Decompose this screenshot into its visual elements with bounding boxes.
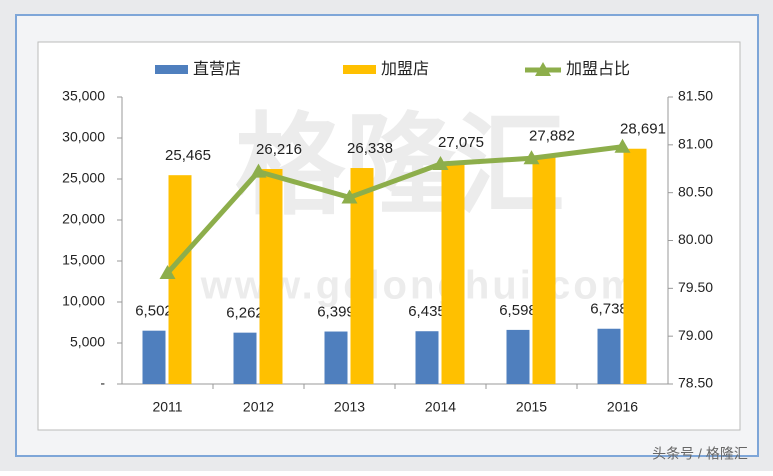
y-tick-label: 5,000 bbox=[70, 334, 105, 350]
y2-tick-label: 81.50 bbox=[678, 88, 713, 104]
bar bbox=[415, 331, 439, 384]
value-label: 6,502 bbox=[135, 303, 173, 320]
line-marker bbox=[159, 265, 176, 280]
bar bbox=[532, 155, 556, 384]
y-tick-label: 35,000 bbox=[62, 88, 105, 104]
bar bbox=[259, 169, 283, 384]
line-marker bbox=[432, 155, 449, 170]
legend-swatch bbox=[155, 65, 188, 74]
bar bbox=[506, 329, 530, 384]
y2-tick-label: 78.50 bbox=[678, 375, 713, 391]
value-label: 6,399 bbox=[317, 303, 355, 320]
bar bbox=[324, 331, 348, 384]
line bbox=[165, 144, 623, 275]
legend-label: 加盟店 bbox=[381, 60, 429, 78]
x-tick-label: 2015 bbox=[516, 399, 547, 415]
x-tick-label: 2016 bbox=[607, 399, 638, 415]
y-tick-label: 30,000 bbox=[62, 129, 105, 145]
value-label: 6,262 bbox=[226, 305, 264, 322]
x-tick-label: 2013 bbox=[334, 399, 365, 415]
bar bbox=[597, 328, 621, 384]
value-label: 25,465 bbox=[165, 147, 211, 164]
y2-tick-label: 80.50 bbox=[678, 183, 713, 199]
y-tick-label: 15,000 bbox=[62, 252, 105, 268]
y-tick-label: 20,000 bbox=[62, 211, 105, 227]
value-label: 6,598 bbox=[499, 302, 537, 319]
bar bbox=[441, 161, 465, 384]
y-tick-label: 10,000 bbox=[62, 293, 105, 309]
bar bbox=[350, 168, 374, 384]
bar bbox=[142, 330, 166, 384]
line-marker bbox=[341, 189, 358, 204]
x-tick-label: 2012 bbox=[243, 399, 274, 415]
watermark-logo: 格隆汇 bbox=[235, 105, 565, 228]
legend-swatch bbox=[343, 65, 376, 74]
bar bbox=[623, 148, 647, 384]
y2-tick-label: 79.50 bbox=[678, 279, 713, 295]
value-label: 6,738 bbox=[590, 301, 628, 318]
legend-label: 加盟占比 bbox=[566, 60, 630, 78]
line-marker bbox=[250, 163, 267, 178]
x-tick-label: 2014 bbox=[425, 399, 456, 415]
y-tick-label: - bbox=[100, 375, 105, 391]
y2-tick-label: 80.00 bbox=[678, 231, 713, 247]
credit: 头条号 / 格隆汇 bbox=[652, 446, 748, 462]
bar bbox=[233, 332, 257, 384]
legend-marker bbox=[535, 62, 551, 76]
value-label: 6,435 bbox=[408, 303, 446, 320]
value-label: 28,691 bbox=[620, 121, 666, 138]
legend-label: 直营店 bbox=[193, 60, 241, 78]
value-label: 27,882 bbox=[529, 127, 575, 144]
y2-tick-label: 81.00 bbox=[678, 136, 713, 152]
y-tick-label: 25,000 bbox=[62, 170, 105, 186]
value-label: 27,075 bbox=[438, 134, 484, 151]
value-label: 26,338 bbox=[347, 140, 393, 157]
bar bbox=[168, 175, 192, 384]
line-marker bbox=[523, 150, 540, 165]
x-tick-label: 2011 bbox=[152, 399, 182, 415]
y2-tick-label: 79.00 bbox=[678, 327, 713, 343]
value-label: 26,216 bbox=[256, 141, 302, 158]
line-marker bbox=[614, 138, 631, 153]
